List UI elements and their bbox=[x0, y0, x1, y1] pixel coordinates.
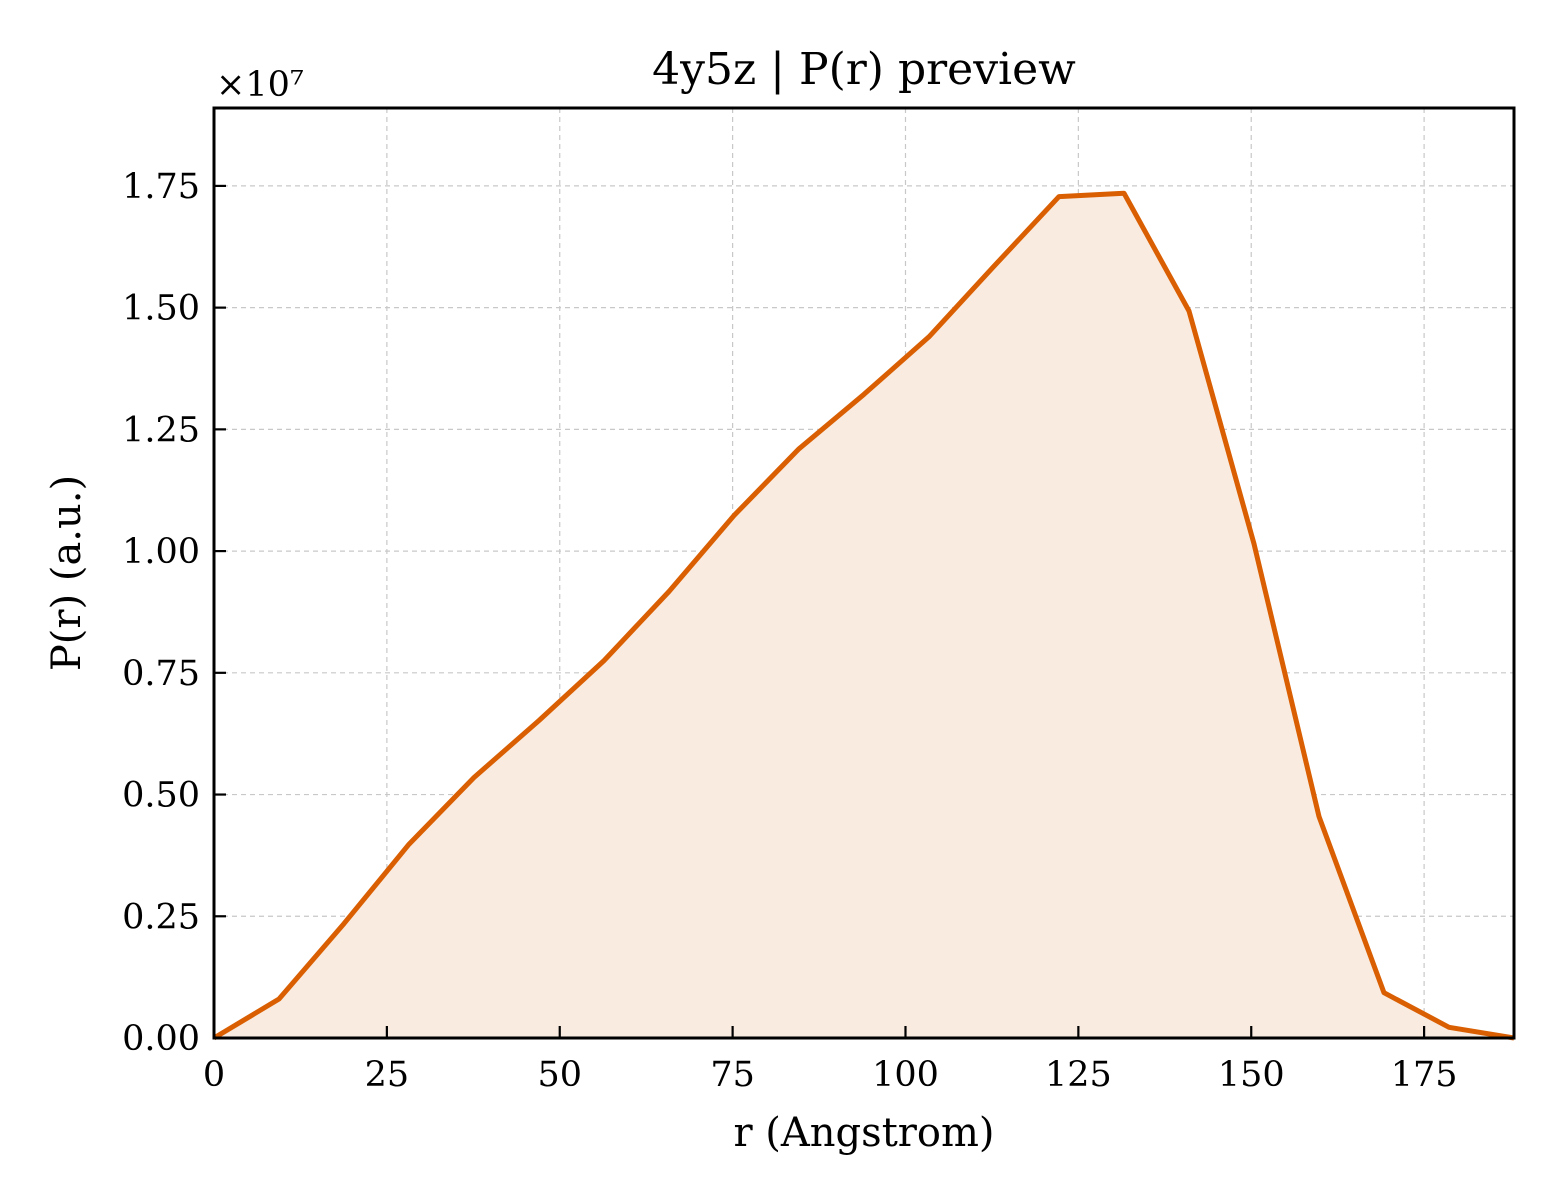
x-tick-label: 100 bbox=[872, 1055, 939, 1095]
x-axis-ticks: 0 25 50 75 100 125 150 175 bbox=[203, 1026, 1458, 1095]
y-tick-label: 1.50 bbox=[122, 289, 200, 329]
y-tick-label: 1.75 bbox=[122, 167, 200, 207]
x-tick-label: 150 bbox=[1218, 1055, 1285, 1095]
x-tick-label: 175 bbox=[1391, 1055, 1458, 1095]
y-axis-ticks: 0.00 0.25 0.50 0.75 1.00 1.25 1.50 1.75 bbox=[122, 167, 226, 1059]
plot-frame bbox=[212, 106, 1516, 1040]
y-tick-label: 0.50 bbox=[122, 776, 200, 816]
y-tick-label: 0.25 bbox=[122, 897, 200, 937]
x-tick-label: 50 bbox=[537, 1055, 582, 1095]
y-axis-offset-label: ×10⁷ bbox=[216, 65, 304, 105]
series-area-fill bbox=[214, 193, 1514, 1038]
x-tick-label: 75 bbox=[710, 1055, 755, 1095]
y-tick-label: 0.75 bbox=[122, 654, 200, 694]
y-tick-label: 1.00 bbox=[122, 532, 200, 572]
x-tick-label: 125 bbox=[1045, 1055, 1112, 1095]
chart-title: 4y5z | P(r) preview bbox=[652, 44, 1076, 95]
x-tick-label: 25 bbox=[365, 1055, 410, 1095]
x-axis-label: r (Angstrom) bbox=[733, 1110, 994, 1156]
y-axis-label: P(r) (a.u.) bbox=[44, 475, 90, 671]
y-tick-label: 0.00 bbox=[122, 1019, 200, 1059]
series-line bbox=[212, 190, 1515, 1041]
y-tick-label: 1.25 bbox=[122, 410, 200, 450]
x-tick-label: 0 bbox=[203, 1055, 225, 1095]
